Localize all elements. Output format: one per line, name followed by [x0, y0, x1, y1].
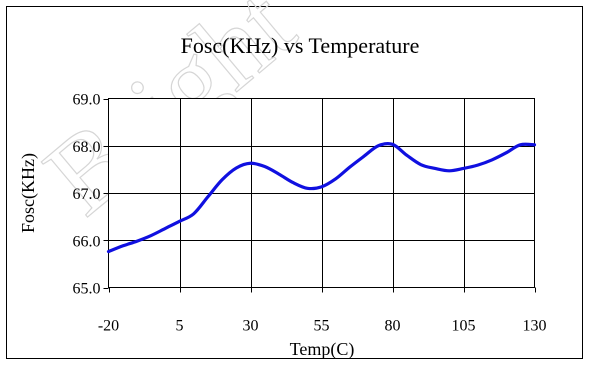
y-tick-label: 65.0: [73, 281, 101, 298]
grid: [108, 98, 535, 288]
y-tick-label: 66.0: [73, 233, 101, 250]
x-tick-label: 130: [523, 318, 547, 335]
series-group: [106, 141, 537, 254]
y-axis-ticks: 65.0 66.0 67.0 68.0 69.0: [73, 92, 109, 298]
y-tick-label: 68.0: [73, 139, 101, 156]
y-axis-label: Fosc(KHz): [18, 153, 39, 233]
chart-title: Fosc(KHz) vs Temperature: [181, 33, 420, 58]
y-tick-label: 67.0: [73, 186, 101, 203]
x-tick-label: 55: [314, 318, 330, 335]
fosc-series-line: [106, 141, 537, 254]
x-tick-label: 105: [452, 318, 476, 335]
x-tick-label: 30: [243, 318, 259, 335]
y-tick-label: 69.0: [73, 92, 101, 109]
x-axis-ticks: -20 5 30 55 80 105 130: [98, 287, 547, 335]
x-axis-label: Temp(C): [290, 339, 355, 360]
x-tick-label: 80: [385, 318, 401, 335]
x-tick-label: 5: [176, 318, 184, 335]
x-tick-label: -20: [98, 318, 119, 335]
